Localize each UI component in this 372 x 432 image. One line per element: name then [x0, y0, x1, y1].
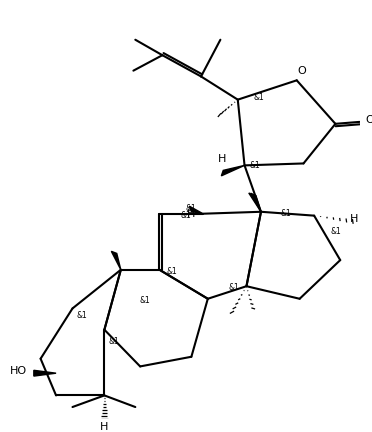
Text: &1: &1 [77, 311, 87, 320]
Polygon shape [189, 206, 203, 214]
Text: &1: &1 [166, 267, 177, 276]
Text: &1: &1 [186, 204, 196, 213]
Text: &1: &1 [249, 161, 260, 170]
Text: &1: &1 [331, 227, 341, 235]
Text: O: O [297, 66, 306, 76]
Text: &1: &1 [229, 283, 240, 292]
Text: &1: &1 [108, 337, 119, 346]
Polygon shape [34, 370, 56, 376]
Text: H: H [187, 209, 195, 219]
Polygon shape [221, 165, 244, 176]
Text: HO: HO [10, 366, 27, 376]
Polygon shape [251, 193, 261, 212]
Polygon shape [111, 251, 121, 270]
Text: H: H [218, 154, 226, 164]
Text: H: H [350, 213, 358, 223]
Text: &1: &1 [180, 211, 191, 220]
Text: &1: &1 [139, 296, 150, 305]
Text: &1: &1 [253, 93, 264, 102]
Polygon shape [249, 193, 261, 212]
Text: &1: &1 [280, 209, 291, 218]
Text: H: H [100, 422, 109, 432]
Text: O: O [365, 115, 372, 125]
